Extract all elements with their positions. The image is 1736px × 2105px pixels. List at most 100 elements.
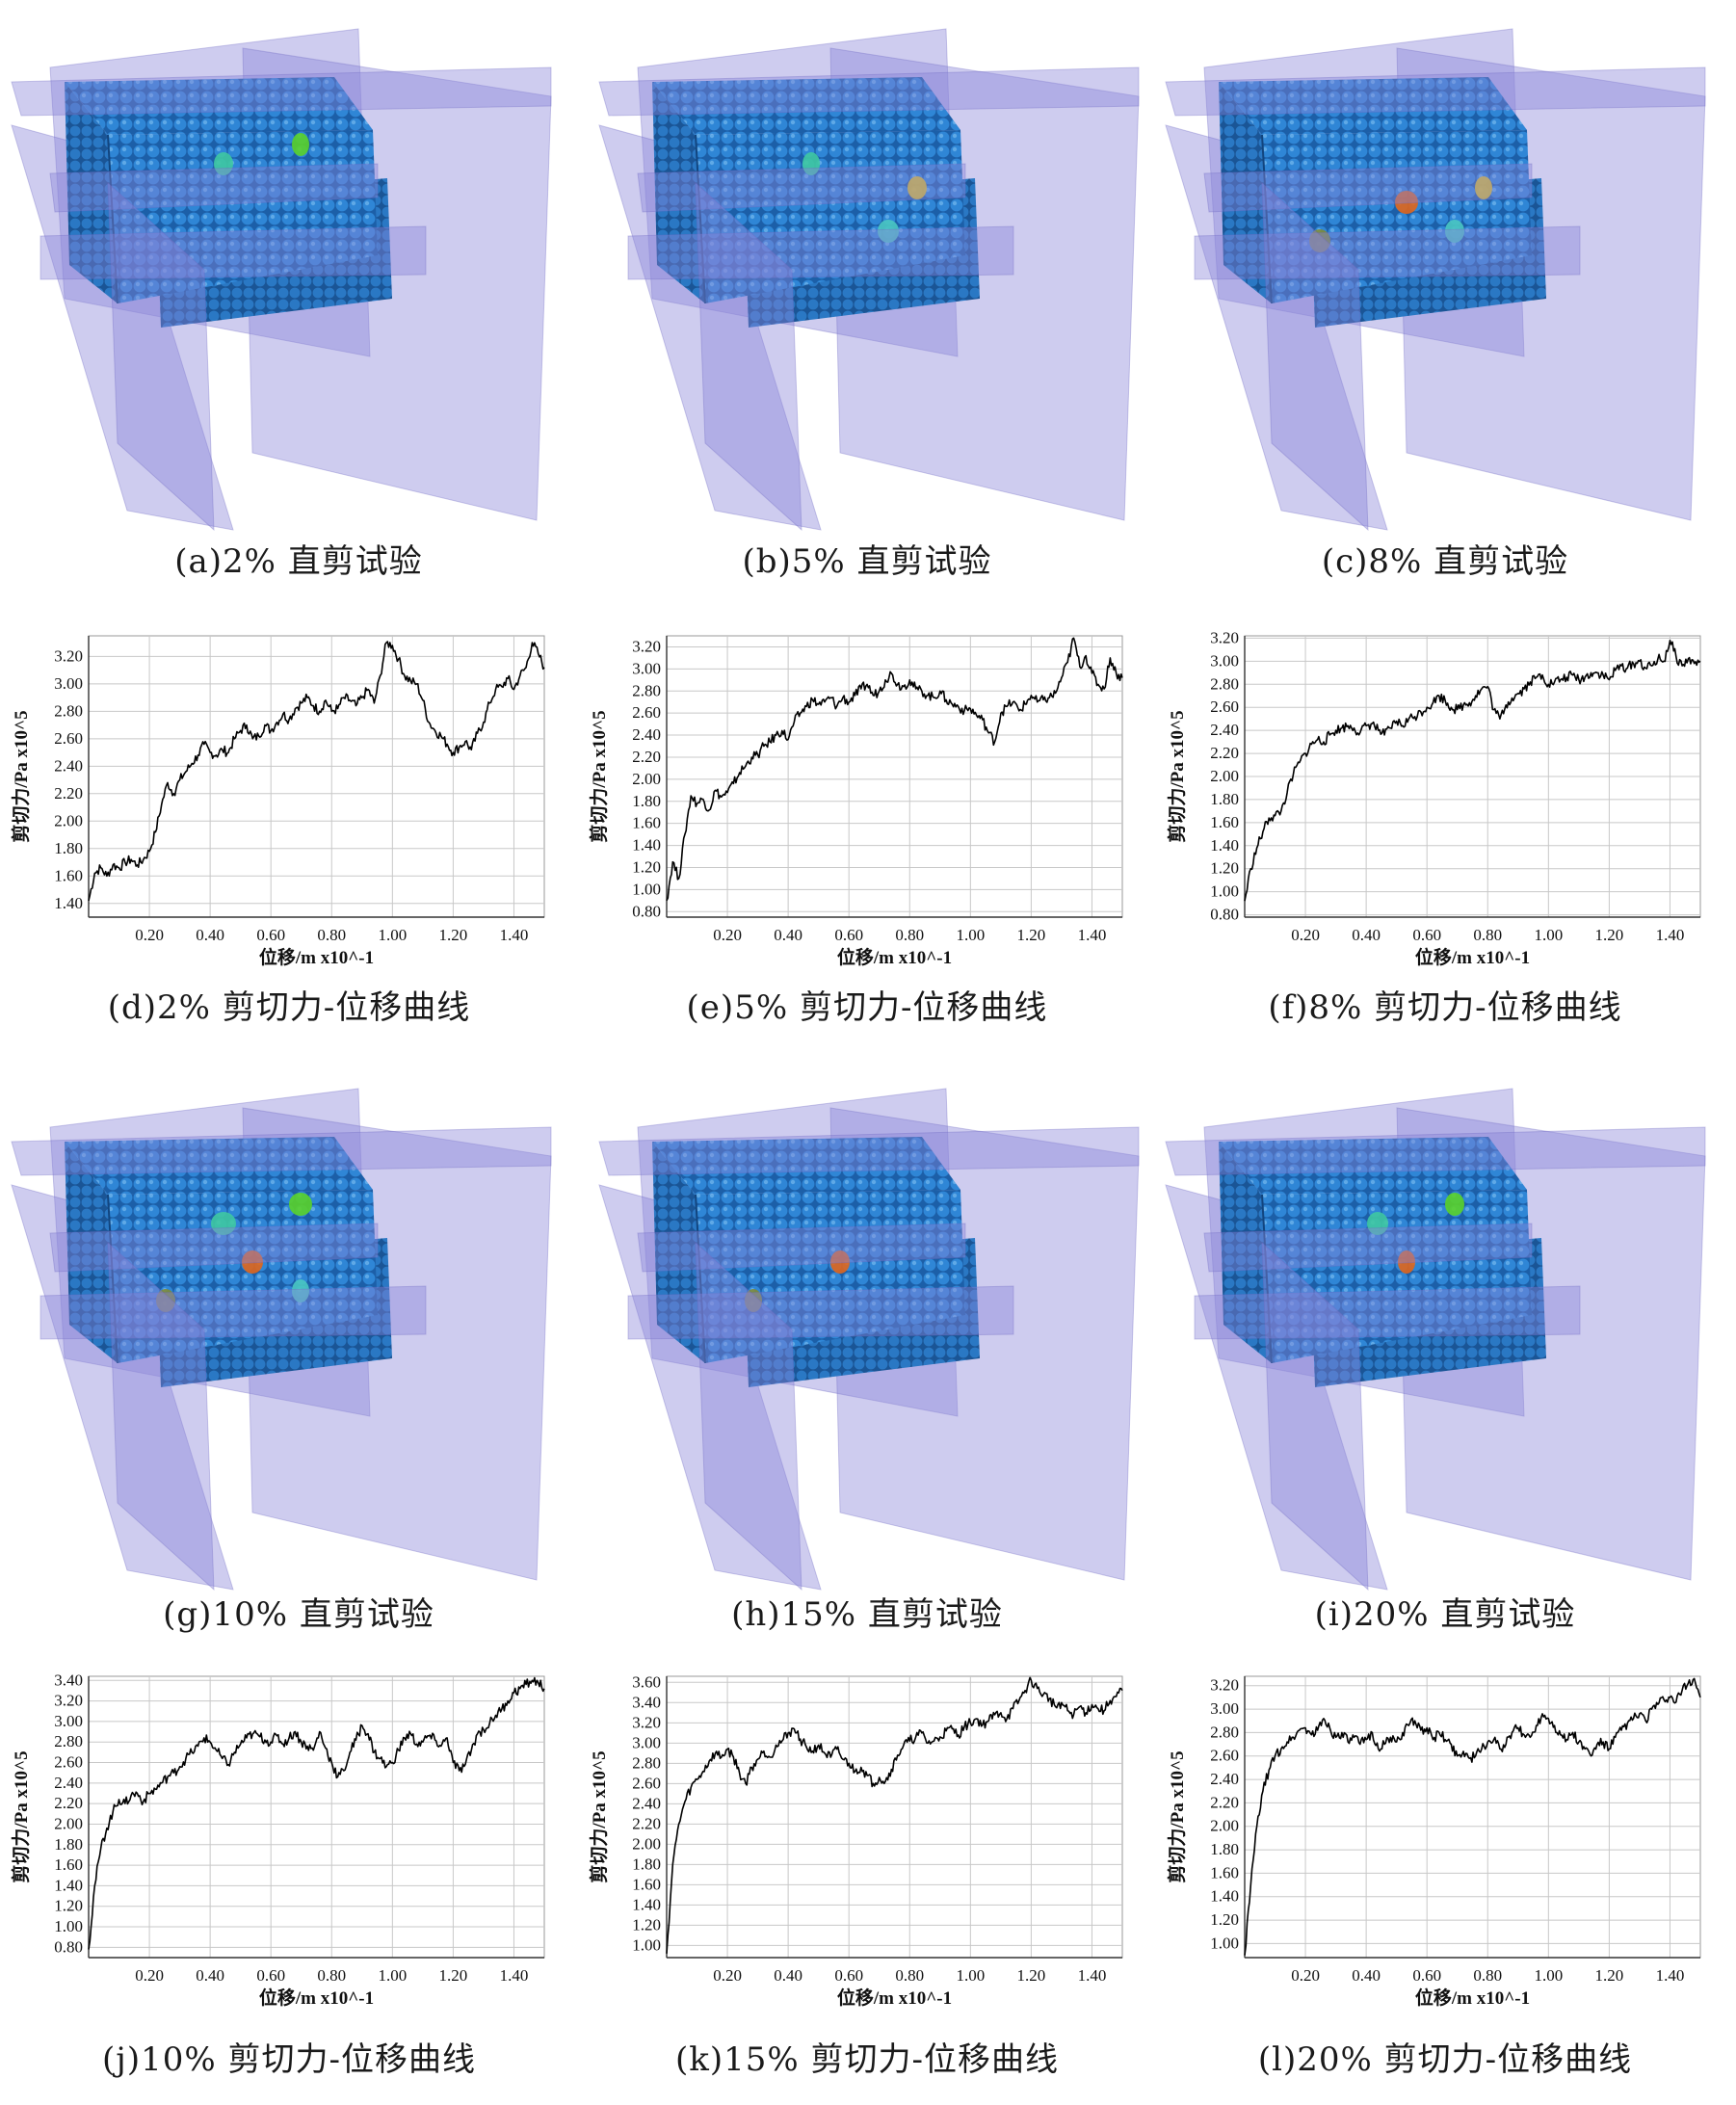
x-tick-label: 1.00 — [956, 926, 985, 944]
shear-plane — [11, 1126, 552, 1176]
y-tick-label: 1.20 — [1210, 859, 1239, 878]
plot-area — [88, 1675, 545, 1959]
y-tick-label: 1.00 — [1210, 882, 1239, 901]
y-tick-label: 1.20 — [54, 1897, 83, 1915]
y-tick-label: 2.00 — [632, 770, 661, 788]
y-axis-title: 剪切力/Pa x10^5 — [10, 710, 32, 842]
y-tick-label: 1.20 — [632, 857, 661, 876]
x-tick-label: 1.40 — [1078, 1966, 1107, 1985]
sim-image-h — [598, 1069, 1146, 1592]
y-tick-label: 1.60 — [54, 866, 83, 884]
y-tick-label: 2.80 — [1210, 674, 1239, 693]
sim-svg — [1165, 1088, 1706, 1592]
x-tick-label: 1.20 — [1595, 926, 1624, 944]
y-tick-label: 3.20 — [54, 1692, 83, 1710]
aggregate-particle — [289, 1193, 312, 1216]
y-tick-label: 2.20 — [54, 784, 83, 803]
shear-plane — [1165, 1126, 1706, 1176]
y-axis-title: 剪切力/Pa x10^5 — [10, 1750, 32, 1882]
shear-plane — [598, 1126, 1140, 1176]
y-tick-label: 1.60 — [54, 1855, 83, 1874]
x-tick-label: 0.80 — [895, 1966, 924, 1985]
x-tick-label: 0.40 — [774, 1966, 802, 1985]
caption-i: (i)20% 直剪试验 — [1314, 1595, 1576, 1634]
shear-plane — [1194, 225, 1581, 280]
aggregate-particle — [745, 1289, 762, 1312]
y-tick-label: 1.80 — [1210, 1840, 1239, 1858]
y-tick-label: 2.60 — [1210, 1747, 1239, 1765]
sample-edge — [1261, 134, 1273, 304]
y-tick-label: 2.00 — [54, 1814, 83, 1832]
plot-area — [88, 635, 545, 918]
shear-plane — [49, 1223, 379, 1273]
sim-image-c — [1165, 10, 1713, 532]
y-tick-label: 2.00 — [632, 1834, 661, 1853]
x-axis-title: 位移/m x10^-1 — [1415, 1987, 1530, 2009]
sample-edge — [695, 134, 706, 304]
aggregate-particle — [211, 1212, 236, 1235]
y-tick-label: 1.80 — [632, 1855, 661, 1873]
aggregate-particle — [292, 133, 309, 156]
x-tick-label: 0.60 — [834, 1966, 863, 1985]
x-tick-label: 0.20 — [713, 926, 742, 944]
y-tick-label: 2.60 — [632, 1774, 661, 1792]
x-tick-label: 0.20 — [1291, 1966, 1320, 1985]
x-tick-label: 0.80 — [317, 1966, 346, 1985]
caption-h: (h)15% 直剪试验 — [731, 1595, 1003, 1634]
sample-top-face — [652, 1137, 960, 1195]
sample-top-face — [65, 77, 373, 135]
chart-svg: 0.20 0.40 0.60 0.80 1.00 1.20 1.40 1.40 1.60 1.80… — [10, 635, 545, 968]
shear-plane — [39, 225, 427, 280]
aggregate-particle — [214, 152, 233, 175]
x-tick-label: 0.60 — [834, 926, 863, 944]
x-tick-label: 0.80 — [1473, 1966, 1502, 1985]
y-tick-label: 1.60 — [632, 1875, 661, 1893]
shear-plane — [11, 66, 552, 117]
x-tick-label: 0.40 — [774, 926, 802, 944]
y-tick-label: 3.00 — [632, 1733, 661, 1751]
chart-k: 0.20 0.40 0.60 0.80 1.00 1.20 1.40 1.00 1.20 1.40… — [578, 1657, 1156, 2013]
caption-e: (e)5% 剪切力-位移曲线 — [686, 988, 1048, 1027]
sample-front-face — [696, 130, 965, 303]
x-tick-label: 0.20 — [713, 1966, 742, 1985]
y-tick-label: 3.20 — [1210, 1676, 1239, 1695]
shear-plane — [1261, 1241, 1369, 1592]
y-tick-label: 2.80 — [54, 701, 83, 720]
shear-plane — [695, 181, 802, 532]
y-tick-label: 3.40 — [54, 1671, 83, 1689]
y-tick-label: 1.60 — [632, 814, 661, 832]
y-tick-label: 3.00 — [1210, 1699, 1239, 1718]
y-tick-label: 2.20 — [54, 1794, 83, 1812]
sample-front-face — [108, 130, 378, 303]
y-tick-label: 2.40 — [632, 1794, 661, 1812]
aggregate-particle — [292, 1279, 309, 1302]
sample-top-face — [652, 77, 960, 135]
x-tick-label: 1.00 — [1534, 1966, 1563, 1985]
shear-plane — [107, 1241, 215, 1592]
shear-plane — [598, 66, 1140, 117]
x-tick-label: 0.40 — [196, 1966, 224, 1985]
series-line — [88, 1676, 545, 1950]
y-tick-label: 2.80 — [632, 1753, 661, 1772]
x-tick-label: 1.40 — [1656, 926, 1685, 944]
y-tick-label: 1.40 — [632, 1895, 661, 1913]
x-axis-title: 位移/m x10^-1 — [837, 1987, 952, 2009]
y-tick-label: 2.00 — [54, 811, 83, 829]
aggregate-particle — [242, 1250, 263, 1274]
series-line — [1244, 640, 1701, 902]
caption-l: (l)20% 剪切力-位移曲线 — [1257, 2040, 1633, 2079]
series-line — [88, 641, 545, 902]
sim-svg — [11, 28, 552, 532]
sim-svg — [598, 28, 1140, 532]
aggregate-particle — [1398, 1250, 1415, 1274]
caption-d: (d)2% 剪切力-位移曲线 — [107, 988, 471, 1027]
aggregate-particle — [802, 152, 820, 175]
sim-image-i — [1165, 1069, 1713, 1592]
y-tick-label: 3.00 — [54, 1712, 83, 1730]
aggregate-particle — [1475, 176, 1492, 199]
x-tick-label: 1.40 — [500, 926, 529, 944]
y-tick-label: 3.20 — [632, 1713, 661, 1731]
y-axis-title: 剪切力/Pa x10^5 — [1166, 710, 1188, 842]
shear-plane — [1203, 1223, 1533, 1273]
caption-c: (c)8% 直剪试验 — [1321, 542, 1569, 581]
